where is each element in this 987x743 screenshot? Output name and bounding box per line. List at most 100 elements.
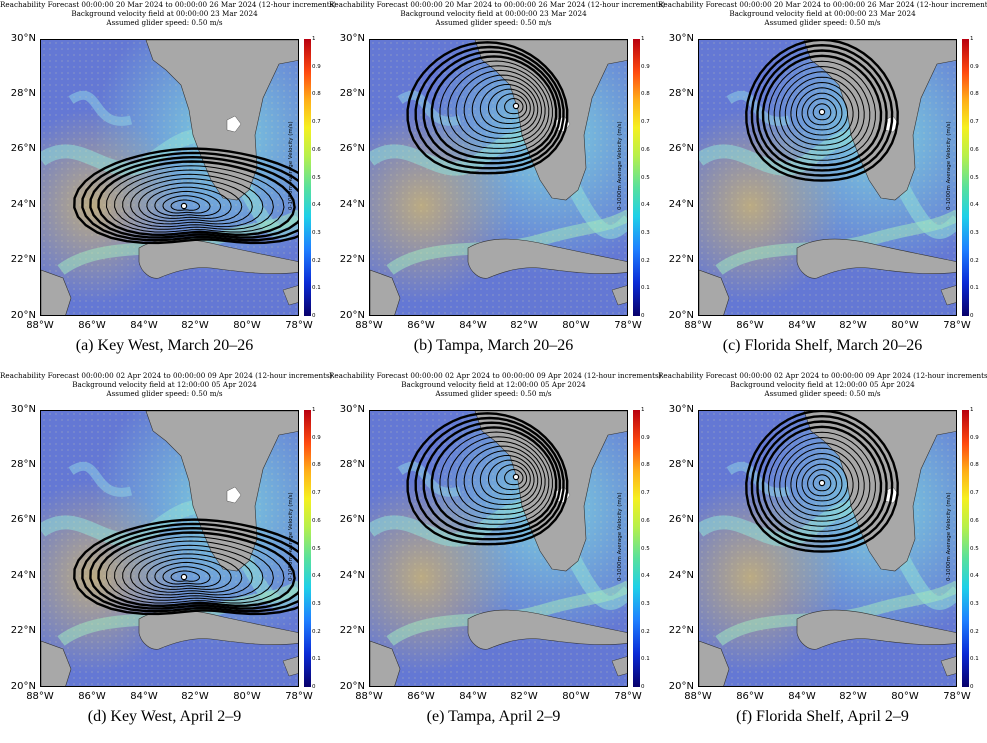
land-cuba — [796, 238, 956, 279]
colorbar-tick-label: 0.8 — [970, 462, 979, 469]
forecast-title: Reachability Forecast 00:00:00 20 Mar 20… — [0, 0, 337, 9]
reach-contour — [122, 173, 264, 228]
glider-speed-title: Assumed glider speed: 0.50 m/s — [435, 18, 552, 27]
colorbar — [962, 39, 969, 316]
velocity-field-title: Background velocity field at 12:00:00 05… — [401, 380, 586, 389]
colorbar-tick-label: 0.9 — [970, 63, 979, 70]
lon-tick-label: 82°W — [510, 691, 538, 702]
land-yucatan — [41, 640, 72, 686]
lat-tick-label: 20°N — [10, 681, 36, 692]
reach-contour — [496, 464, 528, 491]
colorbar-tick-label: 0.8 — [312, 462, 321, 469]
colorbar-tick-label: 0.3 — [312, 229, 321, 236]
lat-tick-label: 24°N — [668, 570, 694, 581]
map-panel: Reachability Forecast 00:00:00 20 Mar 20… — [658, 0, 987, 371]
lat-tick-label: 26°N — [668, 143, 694, 154]
reach-contour — [790, 81, 854, 141]
velocity-field-title: Background velocity field at 00:00:00 23… — [400, 9, 587, 18]
map-panel: Reachability Forecast 00:00:00 02 Apr 20… — [0, 371, 332, 742]
lat-tick-label: 22°N — [668, 254, 694, 265]
lon-tick-label: 80°W — [891, 320, 919, 331]
reach-contour — [504, 468, 524, 486]
lon-tick-label: 82°W — [839, 320, 867, 331]
colorbar-tick-label: 0.8 — [312, 91, 321, 98]
lon-tick-label: 80°W — [233, 691, 261, 702]
reach-contour — [750, 414, 894, 548]
reach-contour — [756, 49, 888, 172]
lon-tick-label: 86°W — [407, 691, 435, 702]
colorbar-tick-label: 0.3 — [641, 600, 650, 607]
glider-speed-title: Assumed glider speed: 0.50 m/s — [764, 389, 881, 398]
glider-speed-title: Assumed glider speed: 0.50 m/s — [435, 389, 552, 398]
colorbar-tick-label: 0.1 — [641, 285, 650, 292]
origin-marker — [512, 473, 520, 481]
reach-contour — [414, 45, 565, 170]
land-florida — [145, 411, 298, 572]
reach-contour — [784, 76, 860, 146]
reach-contour — [504, 97, 524, 115]
reach-contour — [773, 65, 871, 156]
reach-contour — [768, 431, 876, 532]
colorbar-tick-label: 0.9 — [312, 63, 321, 70]
reach-contour — [162, 566, 211, 585]
reach-contour — [807, 468, 837, 497]
colorbar-tick-label: 0.8 — [641, 462, 650, 469]
glider-speed-title: Assumed glider speed: 0.50 m/s — [106, 389, 223, 398]
lat-tick-label: 20°N — [10, 310, 36, 321]
land-cuba — [467, 609, 627, 650]
colorbar-tick-label: 0.6 — [312, 517, 321, 524]
reach-contour — [414, 416, 565, 541]
forecast-title: Reachability Forecast 00:00:00 20 Mar 20… — [329, 0, 666, 9]
land-florida — [474, 411, 627, 572]
lat-tick-label: 26°N — [339, 514, 365, 525]
colorbar-title: 0-1000m Average Velocity (m/s) — [288, 492, 294, 581]
colorbar-tick-label: 0.9 — [641, 434, 650, 441]
colorbar-tick-label: 0.2 — [312, 628, 321, 635]
colorbar-tick-label: 0.7 — [312, 490, 321, 497]
colorbar-tick-label: 0.5 — [641, 174, 650, 181]
colorbar-tick-label: 0.7 — [641, 119, 650, 126]
lat-tick-label: 24°N — [668, 199, 694, 210]
colorbar-tick-label: 0 — [641, 684, 645, 690]
colorbar-tick-label: 0.3 — [970, 600, 979, 607]
reach-contour — [750, 43, 894, 177]
lon-tick-label: 82°W — [839, 691, 867, 702]
colorbar-tick-label: 1 — [970, 36, 974, 42]
glider-speed-title: Assumed glider speed: 0.50 m/s — [764, 18, 881, 27]
reach-contour — [430, 55, 558, 160]
lat-tick-label: 22°N — [668, 625, 694, 636]
lon-tick-label: 78°W — [285, 691, 313, 702]
lon-tick-label: 86°W — [736, 691, 764, 702]
reach-contour — [422, 421, 561, 536]
forecast-title: Reachability Forecast 00:00:00 02 Apr 20… — [658, 371, 987, 380]
lon-tick-label: 78°W — [943, 691, 971, 702]
colorbar-tick-label: 0.4 — [970, 202, 979, 209]
reach-contour — [430, 426, 558, 531]
reach-contour — [97, 160, 296, 237]
origin-marker — [818, 108, 826, 116]
lat-tick-label: 24°N — [10, 570, 36, 581]
reach-contour — [745, 40, 899, 182]
panel-caption: (c) Florida Shelf, March 20–26 — [722, 337, 923, 354]
land-cuba — [138, 609, 298, 650]
map-panel: Reachability Forecast 00:00:00 02 Apr 20… — [329, 371, 661, 742]
colorbar-tick-label: 0.8 — [970, 91, 979, 98]
colorbar-tick-label: 0.1 — [970, 285, 979, 292]
lon-tick-label: 84°W — [788, 691, 816, 702]
colorbar-tick-label: 0.8 — [641, 91, 650, 98]
lat-tick-label: 24°N — [339, 570, 365, 581]
reach-contour — [447, 436, 550, 520]
reach-contour — [130, 178, 253, 225]
reach-contour — [471, 450, 539, 506]
land-yucatan — [41, 269, 72, 315]
reach-contour — [154, 190, 222, 217]
lat-tick-label: 28°N — [668, 88, 694, 99]
reachability-map — [40, 39, 299, 316]
lat-tick-label: 28°N — [668, 459, 694, 470]
panel-caption: (b) Tampa, March 20–26 — [413, 337, 574, 354]
colorbar-title: 0-1000m Average Velocity (m/s) — [946, 121, 952, 210]
lat-tick-label: 22°N — [10, 625, 36, 636]
reach-contour — [455, 69, 546, 144]
lat-tick-label: 20°N — [339, 681, 365, 692]
reach-contour — [761, 425, 883, 538]
